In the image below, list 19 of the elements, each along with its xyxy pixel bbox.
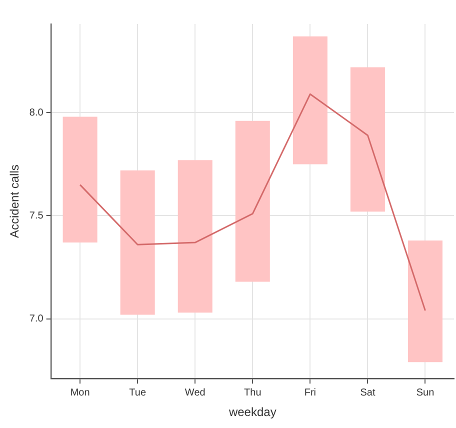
bar xyxy=(120,170,155,315)
bar xyxy=(408,240,442,362)
y-tick-label: 7.0 xyxy=(29,314,44,325)
y-axis-title: Accident calls xyxy=(8,164,22,238)
x-tick-label: Sat xyxy=(360,387,376,398)
bar xyxy=(350,67,385,212)
x-tick-label: Thu xyxy=(244,387,262,398)
x-tick-label: Fri xyxy=(304,387,316,398)
x-tick-label: Tue xyxy=(129,387,146,398)
bar xyxy=(292,36,328,164)
bar xyxy=(62,116,98,243)
x-tick-label: Sun xyxy=(416,387,434,398)
x-tick-label: Wed xyxy=(184,387,206,398)
x-axis-title: weekday xyxy=(228,405,276,420)
bar xyxy=(178,160,212,313)
x-tick-label: Mon xyxy=(70,387,90,398)
y-tick-label: 8.0 xyxy=(29,107,44,118)
bar xyxy=(235,120,270,282)
y-tick-label: 7.5 xyxy=(29,210,44,222)
